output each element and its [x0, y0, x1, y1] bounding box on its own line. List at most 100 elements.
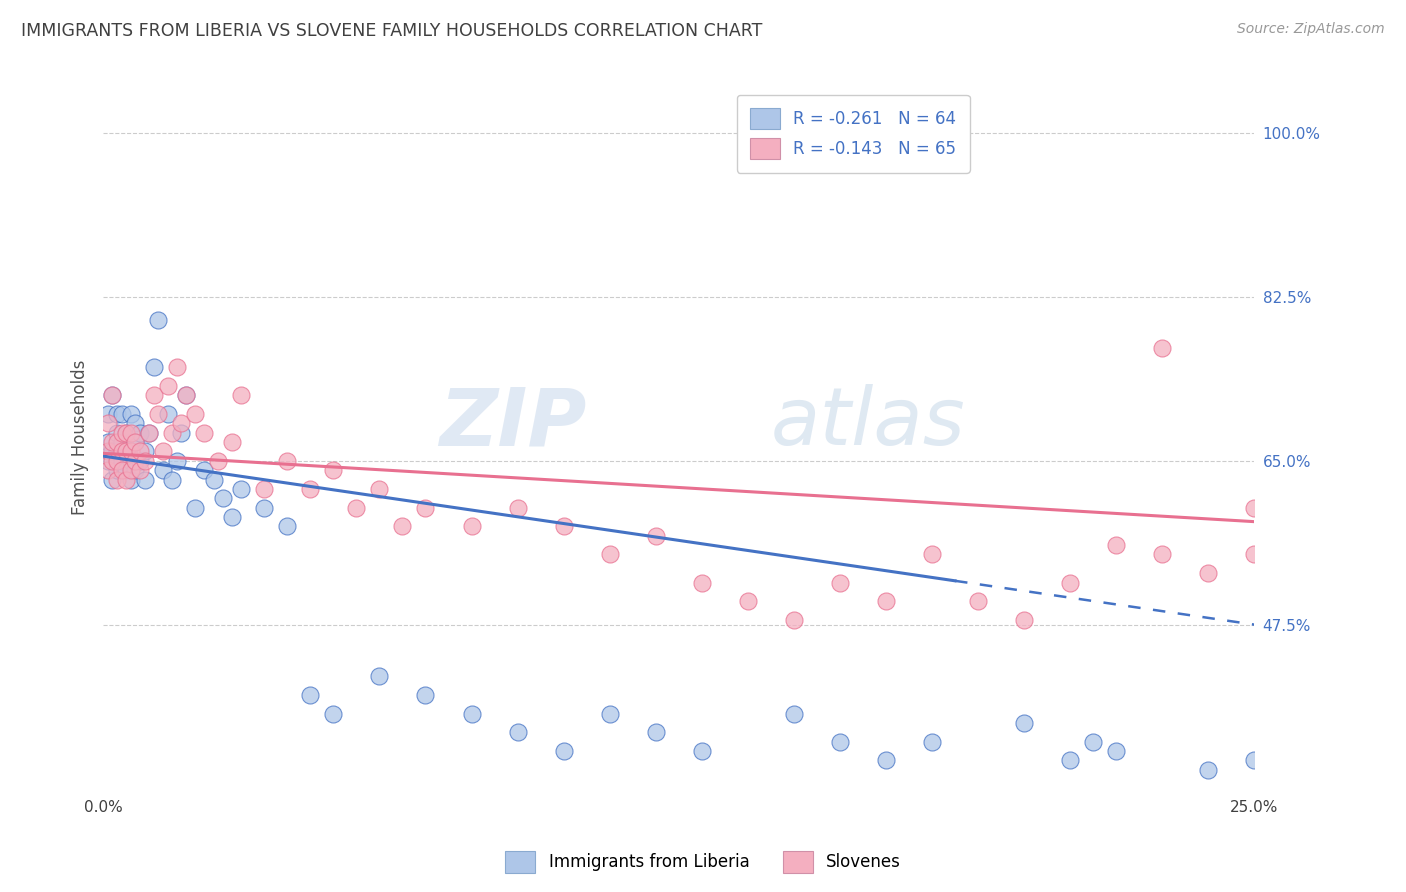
Point [148, 407, 170, 421]
Point [212, 491, 235, 506]
Point [124, 435, 146, 450]
Point [460, 519, 482, 533]
Point [134, 473, 156, 487]
Point [156, 379, 179, 393]
Point [97, 435, 120, 450]
Point [120, 473, 142, 487]
Point [174, 388, 197, 402]
Point [129, 454, 152, 468]
Text: atlas: atlas [770, 384, 966, 462]
Point [124, 435, 146, 450]
Point [368, 482, 391, 496]
Point [553, 744, 575, 758]
Point [1152, 342, 1174, 356]
Point [110, 444, 132, 458]
Point [124, 454, 146, 468]
Point [1105, 744, 1128, 758]
Point [166, 360, 188, 375]
Point [368, 669, 391, 683]
Point [921, 734, 943, 748]
Point [553, 519, 575, 533]
Point [1243, 548, 1265, 562]
Point [276, 519, 298, 533]
Point [599, 548, 621, 562]
Point [967, 594, 990, 608]
Point [299, 688, 322, 702]
Point [138, 425, 160, 440]
Point [120, 425, 142, 440]
Point [115, 444, 138, 458]
Text: Source: ZipAtlas.com: Source: ZipAtlas.com [1237, 22, 1385, 37]
Point [783, 613, 806, 627]
Point [202, 473, 225, 487]
Point [599, 706, 621, 721]
Point [253, 500, 276, 515]
Point [120, 454, 142, 468]
Point [142, 360, 165, 375]
Point [1243, 500, 1265, 515]
Point [115, 444, 138, 458]
Point [120, 435, 142, 450]
Point [644, 529, 666, 543]
Point [105, 473, 128, 487]
Legend: R = -0.261   N = 64, R = -0.143   N = 65: R = -0.261 N = 64, R = -0.143 N = 65 [737, 95, 970, 172]
Point [97, 417, 120, 431]
Point [110, 454, 132, 468]
Point [105, 435, 128, 450]
Point [115, 463, 138, 477]
Point [160, 473, 183, 487]
Point [828, 575, 851, 590]
Point [322, 463, 344, 477]
Point [166, 454, 188, 468]
Point [129, 425, 152, 440]
Point [322, 706, 344, 721]
Point [184, 407, 207, 421]
Point [105, 407, 128, 421]
Point [193, 425, 215, 440]
Point [124, 417, 146, 431]
Point [644, 725, 666, 739]
Point [415, 688, 437, 702]
Point [253, 482, 276, 496]
Point [875, 753, 897, 767]
Point [110, 407, 132, 421]
Point [120, 444, 142, 458]
Point [138, 425, 160, 440]
Point [148, 313, 170, 327]
Point [690, 744, 713, 758]
Point [1012, 613, 1035, 627]
Point [156, 407, 179, 421]
Point [142, 388, 165, 402]
Point [193, 463, 215, 477]
Point [299, 482, 322, 496]
Point [506, 500, 529, 515]
Point [115, 473, 138, 487]
Point [1152, 548, 1174, 562]
Text: IMMIGRANTS FROM LIBERIA VS SLOVENE FAMILY HOUSEHOLDS CORRELATION CHART: IMMIGRANTS FROM LIBERIA VS SLOVENE FAMIL… [21, 22, 762, 40]
Point [97, 444, 120, 458]
Legend: Immigrants from Liberia, Slovenes: Immigrants from Liberia, Slovenes [499, 845, 907, 880]
Point [101, 444, 124, 458]
Point [134, 454, 156, 468]
Point [1197, 566, 1219, 581]
Point [690, 575, 713, 590]
Point [1059, 575, 1081, 590]
Point [170, 425, 193, 440]
Point [460, 706, 482, 721]
Point [152, 463, 174, 477]
Point [506, 725, 529, 739]
Point [184, 500, 207, 515]
Point [105, 463, 128, 477]
Point [276, 454, 298, 468]
Point [97, 407, 120, 421]
Point [1083, 734, 1105, 748]
Point [231, 482, 253, 496]
Point [875, 594, 897, 608]
Point [134, 444, 156, 458]
Point [170, 417, 193, 431]
Point [152, 444, 174, 458]
Point [344, 500, 367, 515]
Point [97, 454, 120, 468]
Point [160, 425, 183, 440]
Point [105, 444, 128, 458]
